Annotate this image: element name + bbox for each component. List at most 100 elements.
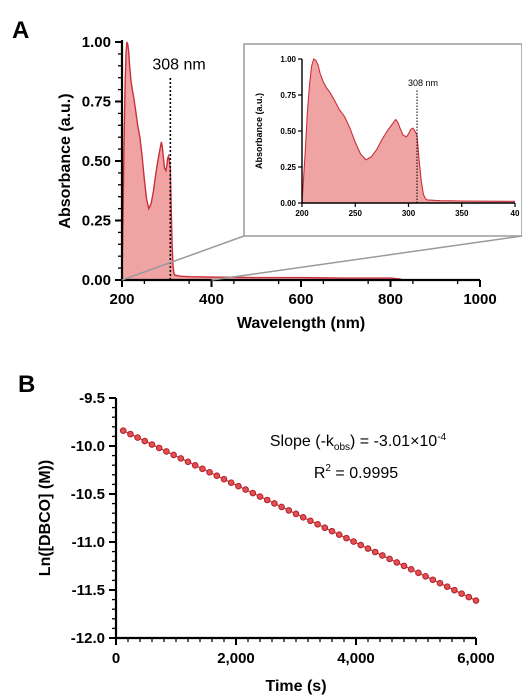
inset-x-tick-label: 250 [349, 209, 363, 218]
r2-value: = 0.9995 [331, 465, 398, 482]
data-point [393, 559, 401, 566]
panel-b-letter: B [18, 371, 35, 398]
data-point [422, 572, 429, 580]
panel-b-y-tick-label: -11.0 [72, 534, 105, 551]
panel-b-x-tick-label: 6,000 [457, 650, 495, 667]
data-point [227, 479, 235, 486]
panel-a-y-tick-label: 0.25 [82, 213, 111, 230]
data-point [379, 552, 386, 559]
data-point [249, 489, 257, 497]
panel-a-x-tick-label: 400 [199, 291, 224, 308]
panel-b-y-tick-label: -10.0 [71, 438, 105, 455]
absorbance-area [122, 42, 404, 280]
inset-absorbance-area [302, 59, 515, 203]
panel-a-x-tick-label: 1000 [463, 291, 496, 308]
data-point [343, 534, 350, 542]
data-point [242, 486, 249, 493]
panel-a-x-axis-title: Wavelength (nm) [237, 315, 365, 332]
inset-axes: 0.00 0.25 0.50 0.75 1.00 200 250 300 350 40 [280, 55, 520, 218]
data-point [263, 496, 271, 504]
data-point [141, 437, 149, 445]
panel-a-y-axis-title: Absorbance (a.u.) [57, 93, 74, 228]
data-point [213, 472, 221, 480]
data-point [443, 583, 451, 590]
slope-prefix: Slope (-k [270, 433, 335, 450]
panel-a-letter: A [12, 17, 29, 44]
data-point [436, 579, 444, 587]
data-point [371, 548, 379, 556]
slope-subscript: obs [334, 442, 350, 453]
data-point [472, 597, 480, 604]
inset-x-tick-label: 40 [511, 209, 520, 218]
data-points [119, 427, 480, 604]
inset-x-tick-label: 350 [455, 209, 469, 218]
data-point [155, 444, 163, 452]
data-point [170, 451, 177, 459]
data-point [220, 475, 228, 483]
zoom-connector-top [121, 235, 245, 281]
panel-a-spectrum-chart: 308 nm 0.00 0.25 0.50 0.75 1.00 200 400 600 800 1… [57, 34, 497, 332]
data-point [429, 576, 437, 584]
data-point [271, 500, 278, 507]
data-point [299, 514, 307, 521]
data-point [127, 430, 134, 438]
data-point [206, 468, 213, 476]
zoom-connector-bottom [211, 235, 522, 281]
panel-b-axes: -12.0 -11.5 -11.0 -10.5 -10.0 -9.5 0 2,000 4,000… [71, 390, 495, 667]
panel-b-x-tick-label: 0 [112, 650, 120, 667]
panel-b-y-tick-label: -10.5 [71, 486, 105, 503]
data-point [235, 482, 242, 490]
data-point [451, 586, 458, 594]
data-point [314, 520, 321, 528]
data-point [328, 527, 336, 535]
data-point [256, 493, 264, 500]
data-point [134, 434, 141, 441]
data-point [191, 462, 199, 469]
slope-annotation: Slope (-kobs) = -3.01×10-4 [270, 432, 447, 453]
data-point [415, 569, 422, 577]
data-point [199, 465, 206, 473]
panel-a-axes: 0.00 0.25 0.50 0.75 1.00 200 400 600 800 1000 [82, 34, 497, 308]
data-point [357, 541, 365, 549]
data-point [292, 510, 300, 518]
data-point [163, 448, 170, 455]
panel-b-y-tick-label: -11.5 [72, 582, 105, 599]
data-point [177, 455, 185, 462]
data-point [285, 507, 293, 514]
inset-y-tick-label: 0.75 [280, 91, 296, 100]
data-point [400, 562, 408, 570]
inset-y-tick-label: 0.00 [280, 199, 296, 208]
panel-a-y-tick-label: 0.00 [82, 272, 111, 289]
panel-a-x-tick-label: 200 [109, 291, 134, 308]
panel-b-y-tick-label: -12.0 [71, 630, 105, 647]
panel-a-x-tick-label: 600 [288, 291, 313, 308]
data-point [335, 531, 343, 538]
panel-b-x-tick-label: 2,000 [217, 650, 255, 667]
data-point [321, 524, 329, 532]
panel-b-x-axis-title: Time (s) [265, 678, 326, 695]
panel-b-kinetics-chart: -12.0 -11.5 -11.0 -10.5 -10.0 -9.5 0 2,000 4,000… [37, 390, 495, 695]
data-point [465, 593, 473, 601]
inset-308nm-label: 308 nm [408, 78, 438, 88]
data-point [307, 517, 314, 525]
slope-mid: ) = -3.01×10 [350, 433, 437, 450]
inset-y-tick-label: 0.25 [280, 163, 296, 172]
inset-y-axis-title: Absorbance (a.u.) [254, 93, 264, 169]
r2-superscript: 2 [325, 463, 331, 474]
data-point [148, 441, 156, 448]
r2-prefix: R [314, 465, 326, 482]
data-point [458, 590, 465, 597]
inset-x-tick-label: 300 [402, 209, 416, 218]
panel-a-y-tick-label: 1.00 [82, 34, 111, 51]
data-point [350, 538, 357, 545]
data-point [278, 503, 285, 511]
308nm-label: 308 nm [152, 57, 205, 74]
inset-y-tick-label: 1.00 [280, 55, 296, 64]
data-point [407, 566, 415, 573]
inset-zoom-chart: 308 nm 0.00 0.25 0.50 0.75 1.00 200 250 300 350 4… [243, 43, 522, 237]
panel-b-x-tick-label: 4,000 [337, 650, 375, 667]
panel-a-x-tick-label: 800 [378, 291, 403, 308]
data-point [119, 427, 127, 434]
slope-superscript: -4 [437, 432, 446, 443]
